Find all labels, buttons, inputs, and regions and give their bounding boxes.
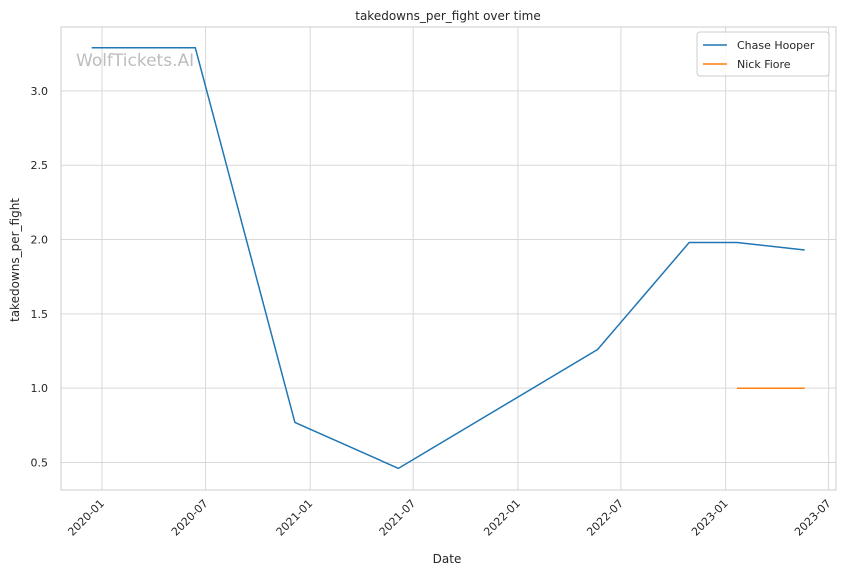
watermark: WolfTickets.AI [76,51,194,71]
plot-frame [60,26,837,491]
y-tick-label: 3.0 [31,85,49,98]
y-axis-label: takedowns_per_fight [8,198,22,322]
x-tick-label: 2021-07 [377,497,419,539]
legend-label-chase-hooper: Chase Hooper [737,39,815,52]
x-tick-label: 2023-07 [792,497,834,539]
legend-label-nick-fiore: Nick Fiore [737,58,791,71]
legend: Chase Hooper Nick Fiore [696,31,830,77]
x-tick-label: 2020-01 [65,497,107,539]
y-tick-label: 1.0 [31,382,49,395]
x-tick-label: 2022-01 [481,497,523,539]
grid [61,27,836,490]
y-tick-label: 2.5 [31,159,49,172]
x-tick-label: 2020-07 [169,497,211,539]
x-tick-labels: 2020-01 2020-07 2021-01 2021-07 2022-01 2022-… [65,497,833,539]
x-tick-label: 2021-01 [274,497,316,539]
x-tick-label: 2023-01 [689,497,731,539]
y-tick-label: 0.5 [31,457,49,470]
series-line-chase-hooper [91,47,805,470]
series-lines [91,47,805,470]
x-tick-label: 2022-07 [584,497,626,539]
x-axis-label: Date [433,552,462,566]
chart-title: takedowns_per_fight over time [355,9,541,23]
y-tick-label: 2.0 [31,234,49,247]
y-tick-label: 1.5 [31,308,49,321]
y-tick-labels: 0.5 1.0 1.5 2.0 2.5 3.0 [31,85,49,470]
legend-box [696,31,830,77]
